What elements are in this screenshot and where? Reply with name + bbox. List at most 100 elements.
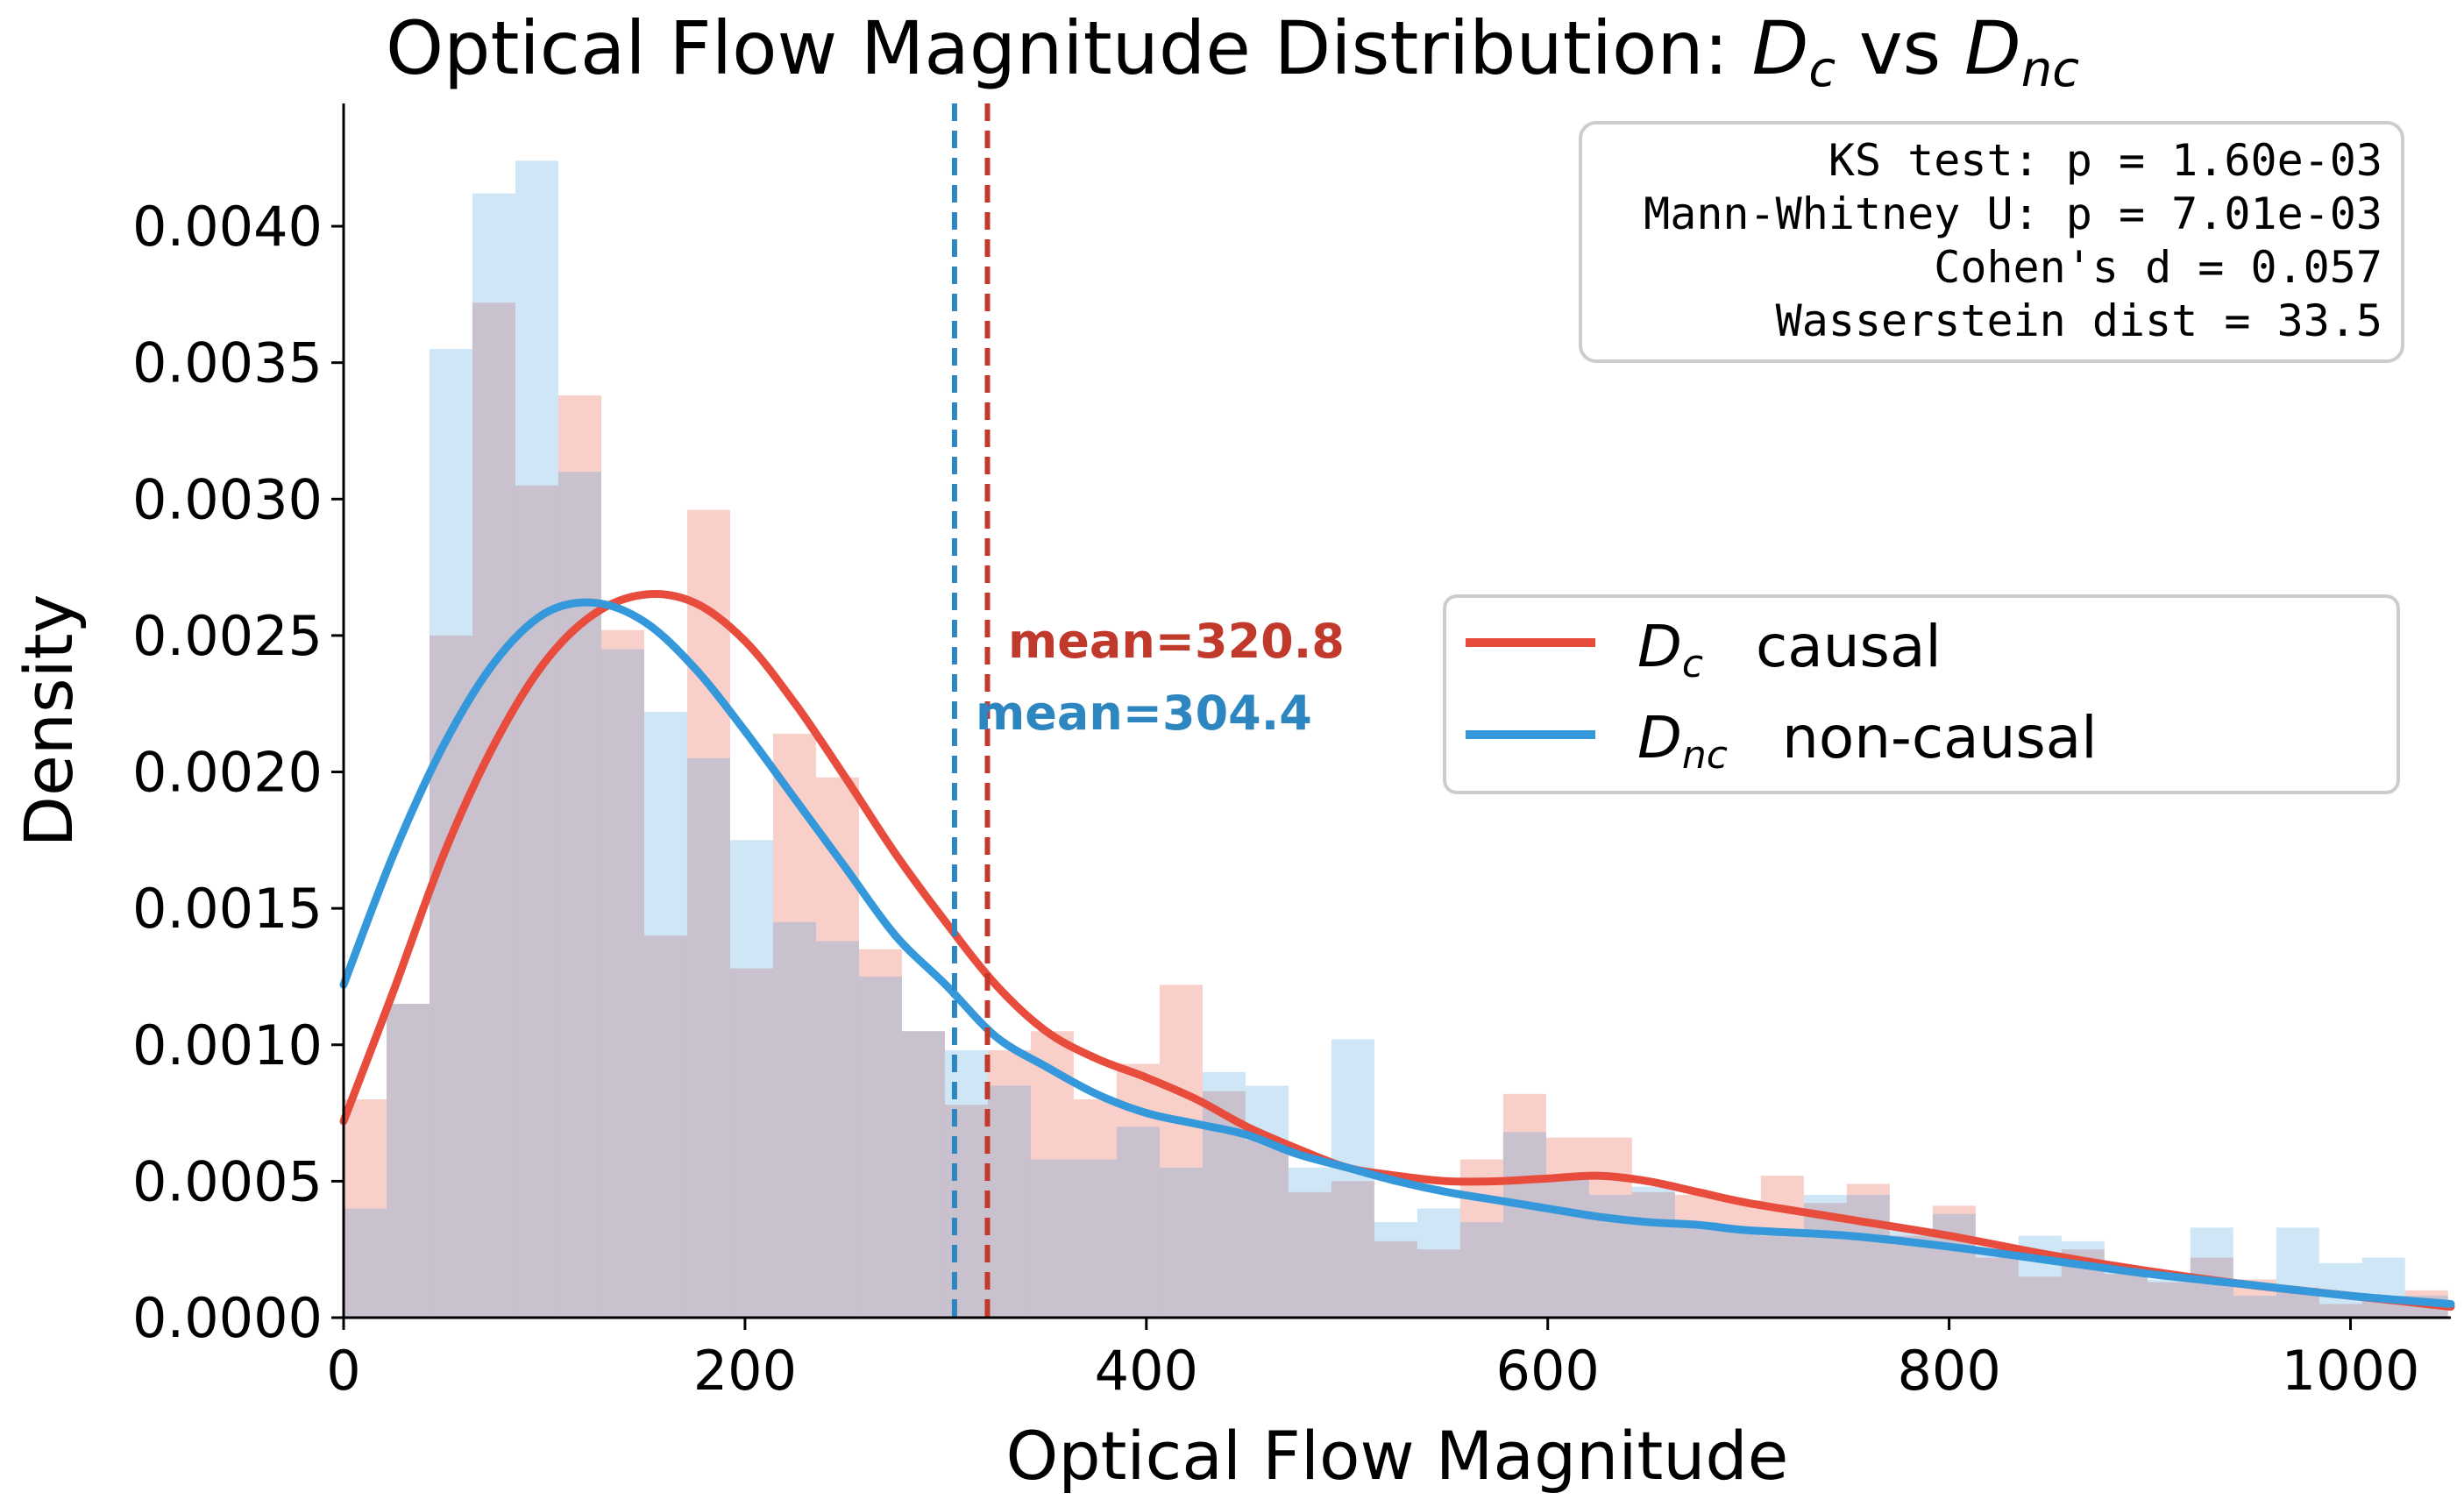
hist-bar-causal: [472, 302, 515, 1318]
hist-bar-causal: [729, 968, 773, 1318]
hist-bar-causal: [2104, 1274, 2148, 1318]
hist-bar-noncausal: [1073, 1159, 1117, 1318]
hist-bar-causal: [1760, 1176, 1804, 1318]
chart-title-prefix: Optical Flow Magnitude Distribution:: [386, 5, 1752, 91]
legend-subscript: c: [1682, 642, 1703, 686]
x-tick-label: 400: [1095, 1339, 1198, 1403]
mean-lines: [951, 103, 991, 1318]
legend-label: causal: [1756, 613, 1942, 680]
y-tick-label: 0.0005: [132, 1149, 323, 1213]
hist-bar-causal: [1846, 1184, 1890, 1318]
hist-bar-noncausal: [1502, 1132, 1546, 1318]
chart-title-series-a: D: [1752, 5, 1809, 91]
hist-bar-causal: [2147, 1282, 2191, 1318]
hist-bar-causal: [1245, 1140, 1289, 1318]
hist-bar-noncausal: [815, 941, 859, 1318]
hist-bar-noncausal: [472, 193, 515, 1318]
chart-title: Optical Flow Magnitude Distribution: Dc …: [386, 5, 2079, 98]
hist-bar-noncausal: [1245, 1085, 1289, 1318]
y-tick-label: 0.0015: [132, 877, 323, 941]
legend-entry-noncausal: Dnc non-causal: [1637, 704, 2098, 778]
y-tick-label: 0.0035: [132, 331, 323, 395]
hist-bar-causal: [600, 629, 644, 1318]
hist-bar-causal: [1374, 1240, 1417, 1318]
hist-bar-causal: [901, 1031, 945, 1318]
hist-bar-noncausal: [557, 472, 601, 1318]
hist-bar-causal: [386, 1004, 430, 1318]
stats-box-frame: [1579, 121, 2404, 363]
y-tick-label: 0.0000: [132, 1286, 323, 1350]
hist-bar-noncausal: [344, 1208, 387, 1318]
x-tick-label: 600: [1496, 1339, 1600, 1403]
kde-curves: [339, 590, 2455, 1312]
hist-bar-noncausal: [2361, 1257, 2405, 1318]
hist-bar-noncausal: [643, 712, 687, 1318]
hist-bar-noncausal: [2190, 1227, 2233, 1318]
chart-title-sep: vs: [1836, 5, 1964, 91]
hist-bar-noncausal: [600, 649, 644, 1318]
hist-bar-noncausal: [2061, 1240, 2105, 1318]
mean-label-causal: mean=320.8: [1008, 614, 1345, 669]
hist-bar-noncausal: [1417, 1208, 1460, 1318]
hist-bar-causal: [858, 949, 902, 1318]
hist-bar-noncausal: [1717, 1227, 1761, 1318]
y-tick-label: 0.0020: [132, 741, 323, 805]
hist-bar-causal: [1459, 1159, 1503, 1318]
hist-bar-causal: [1073, 1099, 1117, 1318]
chart-title-series-b: D: [1964, 5, 2021, 91]
hist-bar-noncausal: [1674, 1222, 1718, 1318]
hist-bar-causal: [2318, 1304, 2362, 1318]
hist-bar-causal: [429, 635, 472, 1318]
hist-bar-causal: [987, 1049, 1031, 1318]
y-axis-ticks: 0.0000 0.0005 0.0010 0.0015 0.0020 0.0025 0.00…: [132, 195, 344, 1350]
hist-bar-noncausal: [2147, 1279, 2191, 1318]
hist-bar-causal: [686, 509, 730, 1318]
hist-bar-causal: [515, 485, 558, 1318]
hist-bar-noncausal: [944, 1049, 988, 1318]
x-tick-label: 0: [326, 1339, 360, 1403]
y-tick-label: 0.0040: [132, 195, 323, 259]
hist-bar-causal: [1631, 1191, 1675, 1318]
hist-bar-causal: [1288, 1191, 1331, 1318]
hist-bar-noncausal: [1631, 1186, 1675, 1318]
hist-bar-causal: [1975, 1257, 2019, 1318]
hist-bar-noncausal: [1159, 1167, 1203, 1318]
x-tick-label: 1000: [2282, 1339, 2420, 1403]
hist-bar-causal: [1803, 1203, 1847, 1318]
hist-bar-noncausal: [1116, 1127, 1160, 1318]
stats-line: Mann-Whitney U: p = 7.01e-03: [1644, 188, 2382, 239]
y-axis-label: Density: [10, 594, 88, 848]
hist-bar-noncausal: [1331, 1039, 1374, 1318]
legend-subscript: nc: [1682, 733, 1728, 778]
hist-bar-causal: [1932, 1205, 1976, 1318]
hist-bar-noncausal: [987, 1085, 1031, 1318]
hist-bar-noncausal: [729, 840, 773, 1318]
x-tick-label: 800: [1897, 1339, 2000, 1403]
x-tick-label: 200: [693, 1339, 797, 1403]
hist-bar-causal: [643, 935, 687, 1318]
legend-label: non-causal: [1782, 704, 2098, 771]
hist-bar-noncausal: [2233, 1296, 2276, 1318]
stats-line: KS test: p = 1.60e-03: [1828, 135, 2382, 186]
y-tick-label: 0.0025: [132, 604, 323, 668]
x-axis-label: Optical Flow Magnitude: [1006, 1417, 1789, 1495]
legend-frame: [1443, 594, 2400, 794]
hist-bar-noncausal: [772, 921, 816, 1318]
x-axis-ticks: 0 200 400 600 800 1000: [326, 1318, 2419, 1403]
hist-bar-noncausal: [1760, 1235, 1804, 1318]
stats-box: KS test: p = 1.60e-03 Mann-Whitney U: p …: [1579, 121, 2404, 363]
histogram-causal: [344, 302, 2448, 1318]
hist-bar-noncausal: [1975, 1249, 2019, 1318]
stats-line: Wasserstein dist = 33.5: [1776, 295, 2382, 346]
hist-bar-causal: [557, 395, 601, 1318]
hist-bar-causal: [1889, 1235, 1933, 1318]
hist-bar-noncausal: [1374, 1222, 1417, 1318]
hist-bar-noncausal: [686, 757, 730, 1318]
legend: Dc causal Dnc non-causal: [1443, 594, 2400, 794]
hist-bar-causal: [1159, 985, 1203, 1318]
hist-bar-noncausal: [1459, 1222, 1503, 1318]
hist-bar-causal: [1674, 1194, 1718, 1318]
y-tick-label: 0.0030: [132, 467, 323, 531]
hist-bar-causal: [2190, 1257, 2233, 1318]
